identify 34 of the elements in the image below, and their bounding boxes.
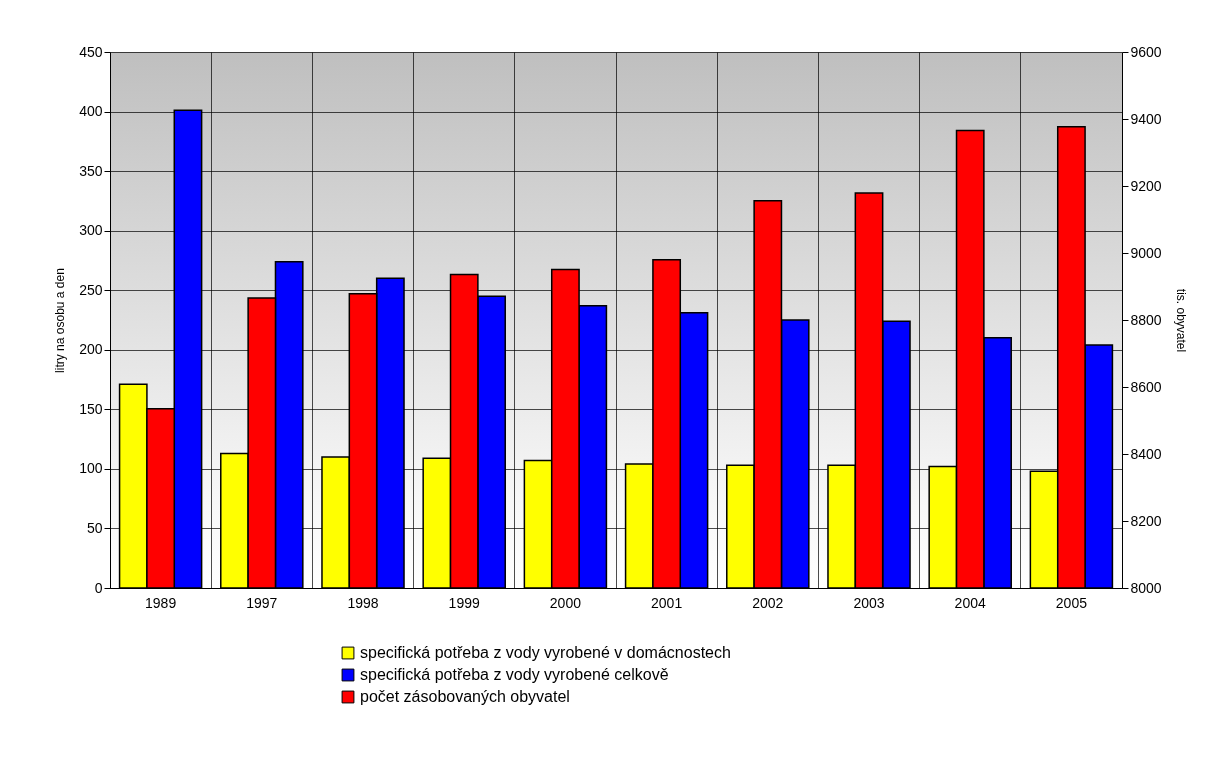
y-tick-label: 250 [79,281,103,298]
y-tick-label: 150 [79,400,103,417]
y2-tick-label: 8000 [1130,579,1162,596]
y-tick-label: 400 [79,103,103,120]
x-tick-label: 2001 [651,594,683,611]
x-tick-label: 2004 [954,594,986,611]
x-tick-label: 1998 [347,594,379,611]
y2-tick-label: 8600 [1130,378,1162,395]
y2-tick-label: 9200 [1130,177,1162,194]
x-tick-label: 2000 [549,594,582,611]
y2-tick-label: 8400 [1130,445,1162,462]
y-tick-label: 200 [79,341,103,358]
x-tick-label: 1997 [246,594,278,611]
y-tick-label: 0 [94,579,103,596]
x-tick-label: 2005 [1055,594,1088,611]
legend-label: počet zásobovaných obyvatel [360,688,570,705]
y2-tick-label: 8800 [1130,311,1162,328]
x-tick-label: 2002 [752,594,784,611]
y2-tick-label: 9000 [1130,244,1162,261]
x-tick-label: 1999 [448,594,480,611]
y2-tick-label: 8200 [1130,512,1162,529]
y-tick-label: 350 [79,162,103,179]
x-tick-label: 1989 [145,594,177,611]
y-tick-label: 100 [79,460,103,477]
y-tick-label: 450 [79,43,103,60]
y-tick-label: 50 [86,519,103,536]
y2-tick-label: 9600 [1130,43,1162,60]
legend-label: specifická potřeba z vody vyrobené celkově [360,666,669,683]
y-tick-label: 300 [79,222,103,239]
x-tick-label: 2003 [853,594,885,611]
y2-axis-title: tis. obyvatel [1173,288,1188,353]
legend-label: specifická potřeba z vody vyrobené v domácnostech [360,644,731,661]
y-axis-title: litry na osobu a den [53,268,68,373]
y2-tick-label: 9400 [1130,110,1162,127]
